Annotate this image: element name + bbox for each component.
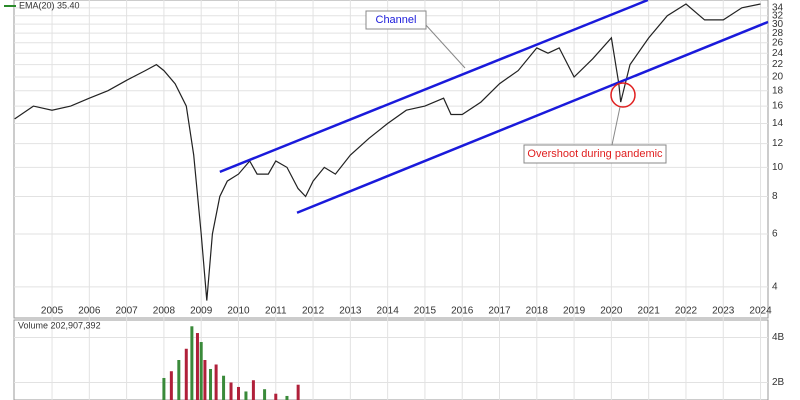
x-tick-label: 2022 <box>675 306 698 317</box>
y-tick-label: 10 <box>772 162 784 173</box>
annotation-box <box>523 144 667 164</box>
x-tick-label: 2019 <box>563 306 586 317</box>
volume-bar <box>244 391 248 400</box>
y-tick-label: 28 <box>772 28 784 39</box>
y-tick-label: 18 <box>772 85 784 96</box>
volume-bar <box>214 364 218 400</box>
y-tick-label: 6 <box>772 229 778 240</box>
y-tick-label: 12 <box>772 138 784 149</box>
x-tick-label: 2011 <box>265 306 287 317</box>
x-tick-label: 2015 <box>414 306 437 317</box>
volume-bar <box>296 384 300 400</box>
x-tick-label: 2006 <box>78 306 101 317</box>
x-tick-label: 2010 <box>227 306 250 317</box>
x-tick-label: 2005 <box>41 306 64 317</box>
panel-title: Volume 202,907,392 <box>18 320 101 330</box>
volume-bar <box>177 360 181 400</box>
x-tick-label: 2009 <box>190 306 213 317</box>
y-tick-label: 2B <box>772 377 785 388</box>
annotation: Channel <box>376 14 417 26</box>
volume-bar <box>203 360 207 400</box>
y-tick-label: 20 <box>772 72 784 83</box>
y-tick-label: 26 <box>772 37 784 48</box>
y-tick-label: 14 <box>772 118 784 129</box>
volume-bar <box>263 389 267 400</box>
y-tick-label: 24 <box>772 48 784 59</box>
volume-panel <box>13 319 769 400</box>
highlight-circle <box>610 82 636 108</box>
x-tick-label: 2007 <box>115 306 138 317</box>
annotation: Overshoot during pandemic <box>527 148 663 160</box>
x-tick-label: 2018 <box>526 306 549 317</box>
volume-bar <box>169 371 173 400</box>
volume-bar <box>251 380 255 400</box>
x-tick-label: 2023 <box>712 306 735 317</box>
channel-line <box>219 0 649 174</box>
x-tick-label: 2017 <box>488 306 511 317</box>
annotation-box <box>365 10 427 30</box>
x-tick-label: 2014 <box>377 306 400 317</box>
price-line <box>14 3 761 301</box>
y-tick-label: 34 <box>772 2 784 13</box>
channel-line <box>296 20 769 214</box>
x-tick-label: 2016 <box>451 306 474 317</box>
callout-line <box>424 23 466 69</box>
volume-bar <box>190 326 194 400</box>
y-tick-label: 16 <box>772 101 784 112</box>
volume-bar <box>184 348 188 400</box>
y-tick-label: 22 <box>772 59 784 70</box>
volume-bar <box>195 333 199 400</box>
x-tick-label: 2021 <box>638 306 661 317</box>
y-tick-label: 4B <box>772 332 785 343</box>
y-tick-label: 8 <box>772 191 778 202</box>
x-tick-label: 2013 <box>339 306 362 317</box>
x-tick-label: 2008 <box>153 306 176 317</box>
x-tick-label: 2020 <box>600 306 623 317</box>
y-tick-label: 30 <box>772 19 784 30</box>
volume-bar <box>274 393 278 400</box>
x-tick-label: 2012 <box>302 306 325 317</box>
volume-bar <box>236 386 240 400</box>
y-tick-label: 4 <box>772 281 778 292</box>
volume-bar <box>285 395 289 400</box>
volume-bar <box>222 375 226 400</box>
volume-bar <box>199 342 203 400</box>
y-tick-label: 32 <box>772 10 784 21</box>
x-tick-label: 2024 <box>749 306 772 317</box>
volume-bar <box>209 368 213 400</box>
callout-line <box>611 106 621 146</box>
volume-bar <box>162 377 166 400</box>
legend-text: EMA(20) 35.40 <box>19 0 80 10</box>
volume-bar <box>229 382 233 400</box>
